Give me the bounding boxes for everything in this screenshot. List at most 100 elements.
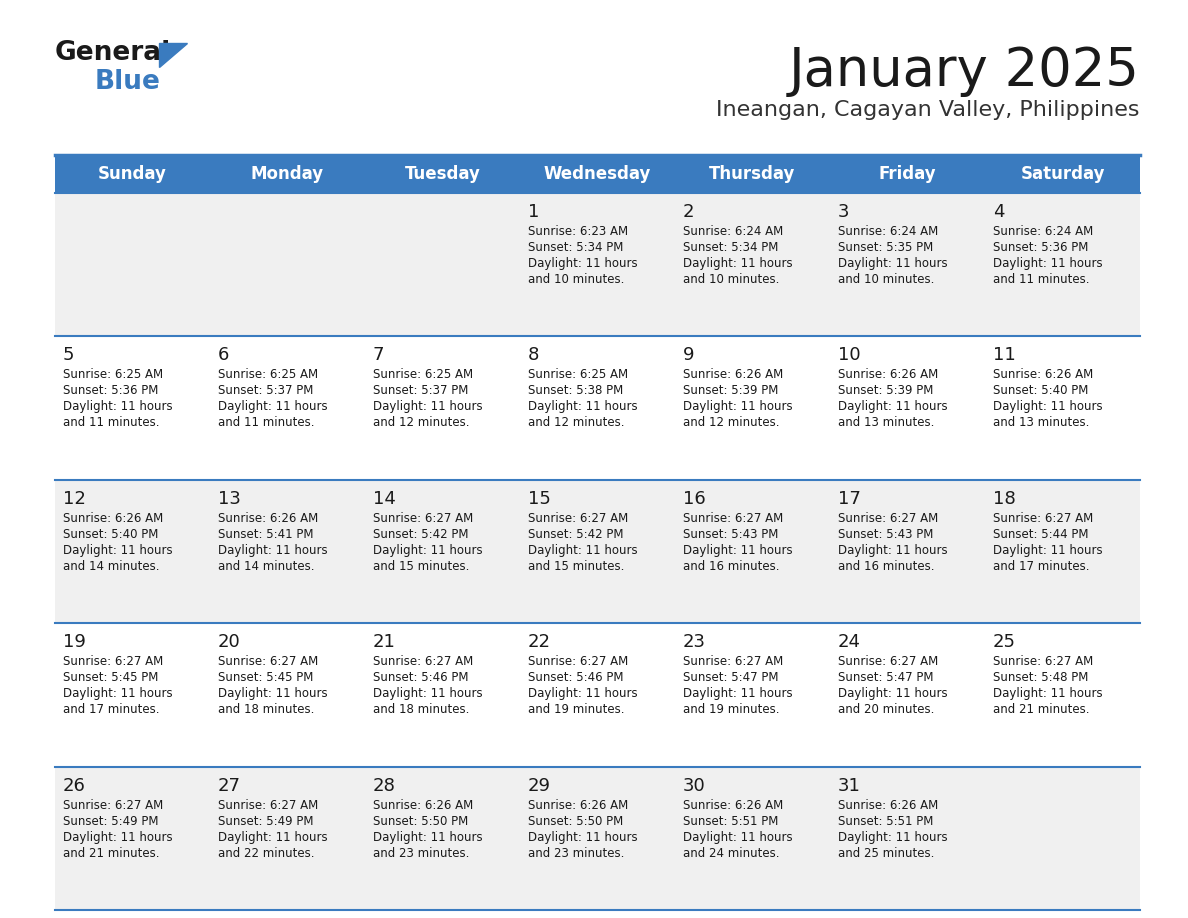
Bar (985, 623, 1140, 767)
Text: 8: 8 (527, 346, 539, 364)
Bar (830, 767, 985, 910)
Text: Sunrise: 6:26 AM: Sunrise: 6:26 AM (838, 799, 939, 812)
Text: Sunrise: 6:27 AM: Sunrise: 6:27 AM (63, 655, 163, 668)
Text: Sunrise: 6:24 AM: Sunrise: 6:24 AM (838, 225, 939, 238)
Text: Sunset: 5:39 PM: Sunset: 5:39 PM (683, 385, 778, 397)
Bar (210, 480, 365, 623)
Text: Sunset: 5:35 PM: Sunset: 5:35 PM (838, 241, 934, 254)
Text: Daylight: 11 hours: Daylight: 11 hours (527, 831, 638, 844)
Text: and 19 minutes.: and 19 minutes. (683, 703, 779, 716)
Text: Sunrise: 6:27 AM: Sunrise: 6:27 AM (373, 655, 473, 668)
Text: 25: 25 (993, 633, 1016, 651)
Bar (55, 193, 210, 336)
Bar (520, 155, 675, 193)
Text: and 20 minutes.: and 20 minutes. (838, 703, 935, 716)
Bar (830, 623, 985, 767)
Text: 12: 12 (63, 490, 86, 508)
Text: Sunrise: 6:27 AM: Sunrise: 6:27 AM (838, 512, 939, 525)
Text: 7: 7 (373, 346, 385, 364)
Bar (55, 155, 210, 193)
Text: and 24 minutes.: and 24 minutes. (683, 846, 779, 859)
Text: and 12 minutes.: and 12 minutes. (683, 417, 779, 430)
Text: 3: 3 (838, 203, 849, 221)
Text: Sunset: 5:46 PM: Sunset: 5:46 PM (527, 671, 624, 684)
Text: and 18 minutes.: and 18 minutes. (219, 703, 315, 716)
Text: Sunset: 5:50 PM: Sunset: 5:50 PM (527, 814, 624, 828)
Text: Sunrise: 6:26 AM: Sunrise: 6:26 AM (683, 368, 783, 381)
Text: 9: 9 (683, 346, 695, 364)
Text: 11: 11 (993, 346, 1016, 364)
Text: Daylight: 11 hours: Daylight: 11 hours (683, 400, 792, 413)
Bar (675, 193, 830, 336)
Text: 10: 10 (838, 346, 860, 364)
Text: January 2025: January 2025 (789, 45, 1140, 97)
Text: Daylight: 11 hours: Daylight: 11 hours (219, 543, 328, 557)
Text: Sunset: 5:49 PM: Sunset: 5:49 PM (219, 814, 314, 828)
Bar (365, 623, 520, 767)
Text: and 17 minutes.: and 17 minutes. (993, 560, 1089, 573)
Text: Sunset: 5:50 PM: Sunset: 5:50 PM (373, 814, 468, 828)
Text: and 23 minutes.: and 23 minutes. (373, 846, 469, 859)
Text: Sunrise: 6:26 AM: Sunrise: 6:26 AM (683, 799, 783, 812)
Text: Sunset: 5:36 PM: Sunset: 5:36 PM (993, 241, 1088, 254)
Text: 14: 14 (373, 490, 396, 508)
Bar (210, 623, 365, 767)
Text: Daylight: 11 hours: Daylight: 11 hours (993, 257, 1102, 270)
Text: Daylight: 11 hours: Daylight: 11 hours (527, 543, 638, 557)
Text: Monday: Monday (251, 165, 324, 183)
Text: Sunrise: 6:26 AM: Sunrise: 6:26 AM (993, 368, 1093, 381)
Bar (830, 193, 985, 336)
Text: 13: 13 (219, 490, 241, 508)
Text: Sunrise: 6:25 AM: Sunrise: 6:25 AM (63, 368, 163, 381)
Text: Sunrise: 6:26 AM: Sunrise: 6:26 AM (63, 512, 163, 525)
Text: Daylight: 11 hours: Daylight: 11 hours (993, 543, 1102, 557)
Text: Sunset: 5:44 PM: Sunset: 5:44 PM (993, 528, 1088, 541)
Bar (55, 767, 210, 910)
Text: Sunset: 5:40 PM: Sunset: 5:40 PM (63, 528, 158, 541)
Text: and 25 minutes.: and 25 minutes. (838, 846, 935, 859)
Text: Sunday: Sunday (99, 165, 168, 183)
Text: 6: 6 (219, 346, 229, 364)
Bar (985, 193, 1140, 336)
Text: 23: 23 (683, 633, 706, 651)
Bar (830, 336, 985, 480)
Text: Sunset: 5:49 PM: Sunset: 5:49 PM (63, 814, 158, 828)
Text: Daylight: 11 hours: Daylight: 11 hours (63, 400, 172, 413)
Text: Sunrise: 6:27 AM: Sunrise: 6:27 AM (527, 655, 628, 668)
Text: and 19 minutes.: and 19 minutes. (527, 703, 625, 716)
Text: 1: 1 (527, 203, 539, 221)
Text: Blue: Blue (95, 69, 160, 95)
Text: and 22 minutes.: and 22 minutes. (219, 846, 315, 859)
Text: Sunrise: 6:27 AM: Sunrise: 6:27 AM (219, 655, 318, 668)
Bar (365, 155, 520, 193)
Text: and 23 minutes.: and 23 minutes. (527, 846, 625, 859)
Text: Sunrise: 6:27 AM: Sunrise: 6:27 AM (838, 655, 939, 668)
Text: Sunset: 5:40 PM: Sunset: 5:40 PM (993, 385, 1088, 397)
Text: Friday: Friday (879, 165, 936, 183)
Bar (985, 336, 1140, 480)
Text: and 12 minutes.: and 12 minutes. (527, 417, 625, 430)
Text: 30: 30 (683, 777, 706, 795)
Text: 31: 31 (838, 777, 861, 795)
Bar (365, 336, 520, 480)
Bar (675, 480, 830, 623)
Text: Sunset: 5:48 PM: Sunset: 5:48 PM (993, 671, 1088, 684)
Bar (985, 480, 1140, 623)
Text: Sunrise: 6:27 AM: Sunrise: 6:27 AM (993, 512, 1093, 525)
Text: and 13 minutes.: and 13 minutes. (993, 417, 1089, 430)
Text: 29: 29 (527, 777, 551, 795)
Text: Saturday: Saturday (1020, 165, 1105, 183)
Bar (520, 480, 675, 623)
Text: 2: 2 (683, 203, 695, 221)
Text: 24: 24 (838, 633, 861, 651)
Text: and 16 minutes.: and 16 minutes. (683, 560, 779, 573)
Text: 28: 28 (373, 777, 396, 795)
Bar (520, 336, 675, 480)
Text: Daylight: 11 hours: Daylight: 11 hours (63, 831, 172, 844)
Text: Sunrise: 6:27 AM: Sunrise: 6:27 AM (993, 655, 1093, 668)
Text: Daylight: 11 hours: Daylight: 11 hours (838, 831, 948, 844)
Text: Daylight: 11 hours: Daylight: 11 hours (219, 400, 328, 413)
Bar (520, 767, 675, 910)
Text: Daylight: 11 hours: Daylight: 11 hours (63, 688, 172, 700)
Text: 4: 4 (993, 203, 1005, 221)
